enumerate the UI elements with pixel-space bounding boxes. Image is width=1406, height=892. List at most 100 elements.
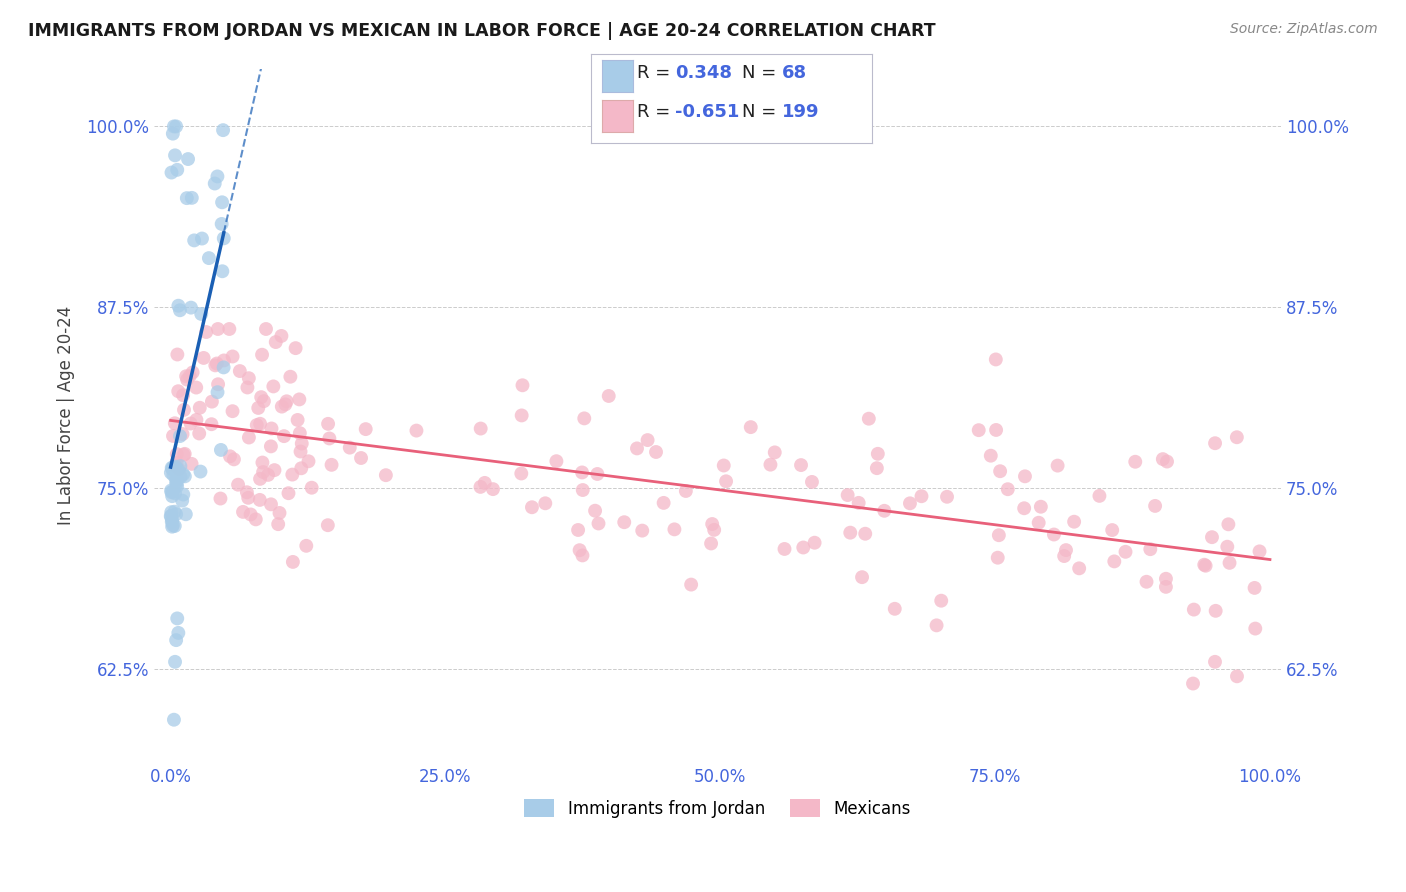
Point: [200, 417, 222, 432]
Point: [188, 426, 211, 441]
Point: [800, 475, 823, 489]
Point: [165, 486, 187, 500]
Point: [586, 467, 609, 481]
Point: [254, 322, 277, 336]
Point: [984, 423, 1007, 437]
Point: [1101, 523, 1123, 537]
Point: [160, 483, 183, 498]
Point: [1226, 430, 1249, 444]
Point: [162, 462, 184, 476]
Point: [207, 385, 229, 400]
Point: [162, 468, 184, 483]
Point: [1139, 542, 1161, 557]
Point: [740, 420, 762, 434]
Point: [274, 397, 297, 411]
Point: [260, 421, 283, 435]
Text: 68: 68: [782, 64, 807, 82]
Point: [160, 505, 183, 519]
Point: [207, 322, 229, 336]
Point: [190, 307, 212, 321]
Point: [264, 334, 287, 349]
Point: [1194, 558, 1216, 572]
Point: [174, 508, 197, 522]
Point: [221, 350, 243, 364]
Point: [188, 401, 211, 415]
Point: [209, 491, 232, 506]
Point: [290, 444, 312, 458]
Point: [1218, 556, 1240, 570]
Point: [198, 251, 221, 265]
Point: [1244, 622, 1267, 636]
Point: [209, 442, 232, 457]
Point: [297, 454, 319, 468]
Point: [281, 467, 304, 482]
Point: [1156, 454, 1178, 468]
Point: [166, 611, 188, 625]
Point: [183, 234, 205, 248]
Point: [212, 353, 235, 368]
Point: [204, 359, 226, 373]
Point: [866, 461, 889, 475]
Point: [1029, 500, 1052, 514]
Point: [165, 508, 187, 522]
Text: Source: ZipAtlas.com: Source: ZipAtlas.com: [1230, 22, 1378, 37]
Point: [245, 512, 267, 526]
Point: [967, 423, 990, 437]
Point: [163, 519, 186, 533]
Point: [162, 484, 184, 499]
Point: [700, 536, 723, 550]
Point: [1204, 655, 1226, 669]
Point: [166, 347, 188, 361]
Point: [510, 467, 533, 481]
Point: [176, 373, 198, 387]
Point: [165, 120, 187, 134]
Point: [250, 348, 273, 362]
Point: [246, 418, 269, 433]
Point: [267, 517, 290, 532]
Point: [1028, 516, 1050, 530]
Point: [713, 458, 735, 473]
Point: [1014, 469, 1036, 483]
Point: [173, 403, 195, 417]
Point: [792, 541, 814, 555]
Point: [186, 413, 208, 427]
Point: [1069, 561, 1091, 575]
Point: [211, 264, 233, 278]
Point: [626, 442, 648, 456]
Point: [252, 465, 274, 479]
Point: [510, 409, 533, 423]
Point: [162, 127, 184, 141]
Point: [180, 417, 202, 431]
Point: [172, 388, 194, 402]
Point: [763, 445, 786, 459]
Point: [167, 299, 190, 313]
Point: [277, 486, 299, 500]
Point: [631, 524, 654, 538]
Point: [571, 466, 593, 480]
Point: [321, 458, 343, 472]
Point: [568, 543, 591, 558]
Point: [238, 371, 260, 385]
Point: [162, 460, 184, 475]
Point: [165, 472, 187, 486]
Point: [790, 458, 813, 472]
Point: [281, 555, 304, 569]
Point: [167, 626, 190, 640]
Point: [290, 461, 312, 475]
Point: [160, 165, 183, 179]
Point: [166, 476, 188, 491]
Point: [160, 489, 183, 503]
Point: [172, 487, 194, 501]
Point: [166, 447, 188, 461]
Point: [160, 461, 183, 475]
Text: R =: R =: [637, 64, 671, 82]
Point: [883, 602, 905, 616]
Point: [167, 462, 190, 476]
Point: [250, 390, 273, 404]
Point: [1104, 554, 1126, 568]
Point: [174, 369, 197, 384]
Point: [354, 422, 377, 436]
Point: [165, 459, 187, 474]
Point: [1205, 604, 1227, 618]
Point: [1135, 574, 1157, 589]
